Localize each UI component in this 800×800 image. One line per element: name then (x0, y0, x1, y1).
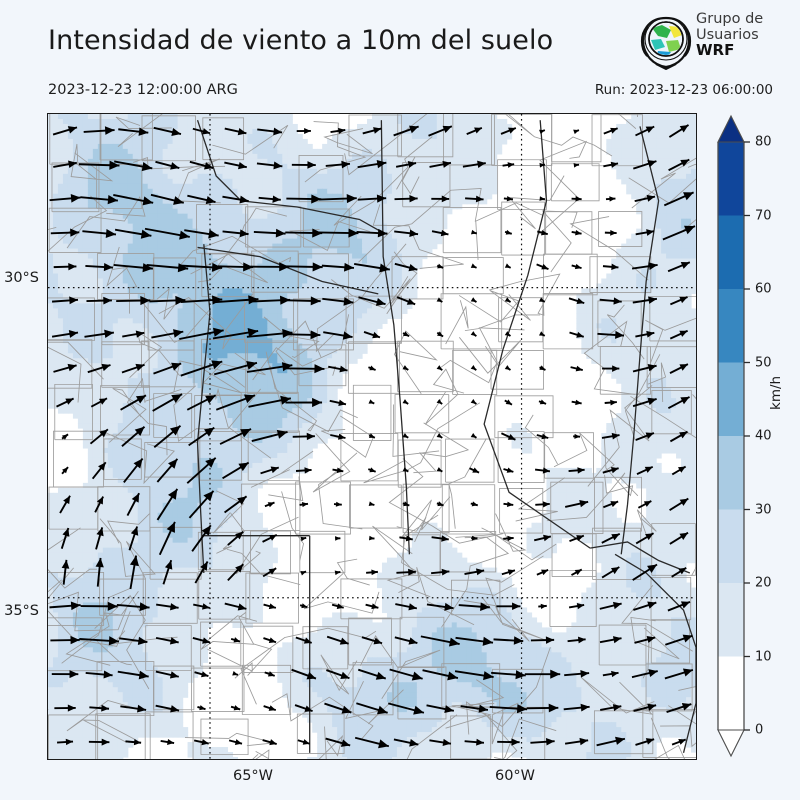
lat-label-30s: 30°S (4, 270, 39, 286)
wind-direction-arrows (49, 124, 696, 749)
valid-time-label: 2023-12-23 12:00:00 ARG (48, 82, 238, 98)
wind-field-plot (48, 114, 696, 759)
run-time-label: Run: 2023-12-23 06:00:00 (594, 82, 773, 98)
colorbar-swatches (717, 114, 750, 758)
colorbar-tick-30: 30 (755, 502, 772, 517)
map-inner (48, 114, 696, 759)
logo-line-3: WRF (696, 41, 735, 59)
colorbar: 0 10 20 30 40 50 60 70 80 (712, 113, 800, 773)
lon-label-60w: 60°W (494, 768, 536, 784)
colorbar-tick-20: 20 (755, 575, 772, 591)
colorbar-tick-50: 50 (755, 355, 772, 370)
lat-label-35s: 35°S (4, 603, 39, 619)
graticule (48, 114, 696, 759)
logo-line-1: Grupo de (696, 11, 764, 27)
map-canvas[interactable] (47, 113, 697, 760)
colorbar-tick-80: 80 (755, 134, 772, 150)
colorbar-tick-40: 40 (755, 428, 772, 444)
brand-logo: Grupo de Usuarios WRF (638, 11, 798, 72)
colorbar-tick-60: 60 (755, 281, 772, 297)
logo-line-2: Usuarios (696, 26, 759, 43)
lon-label-65w: 65°W (232, 768, 274, 784)
wrf-globe-icon (638, 14, 694, 71)
colorbar-tick-0: 0 (755, 722, 764, 738)
colorbar-tick-70: 70 (755, 208, 772, 223)
colorbar-tick-10: 10 (755, 649, 772, 664)
page-title: Intensidad de viento a 10m del suelo (48, 25, 554, 56)
colorbar-unit-label: km/h (768, 375, 784, 410)
logo-text-block: Grupo de Usuarios WRF (696, 11, 764, 59)
